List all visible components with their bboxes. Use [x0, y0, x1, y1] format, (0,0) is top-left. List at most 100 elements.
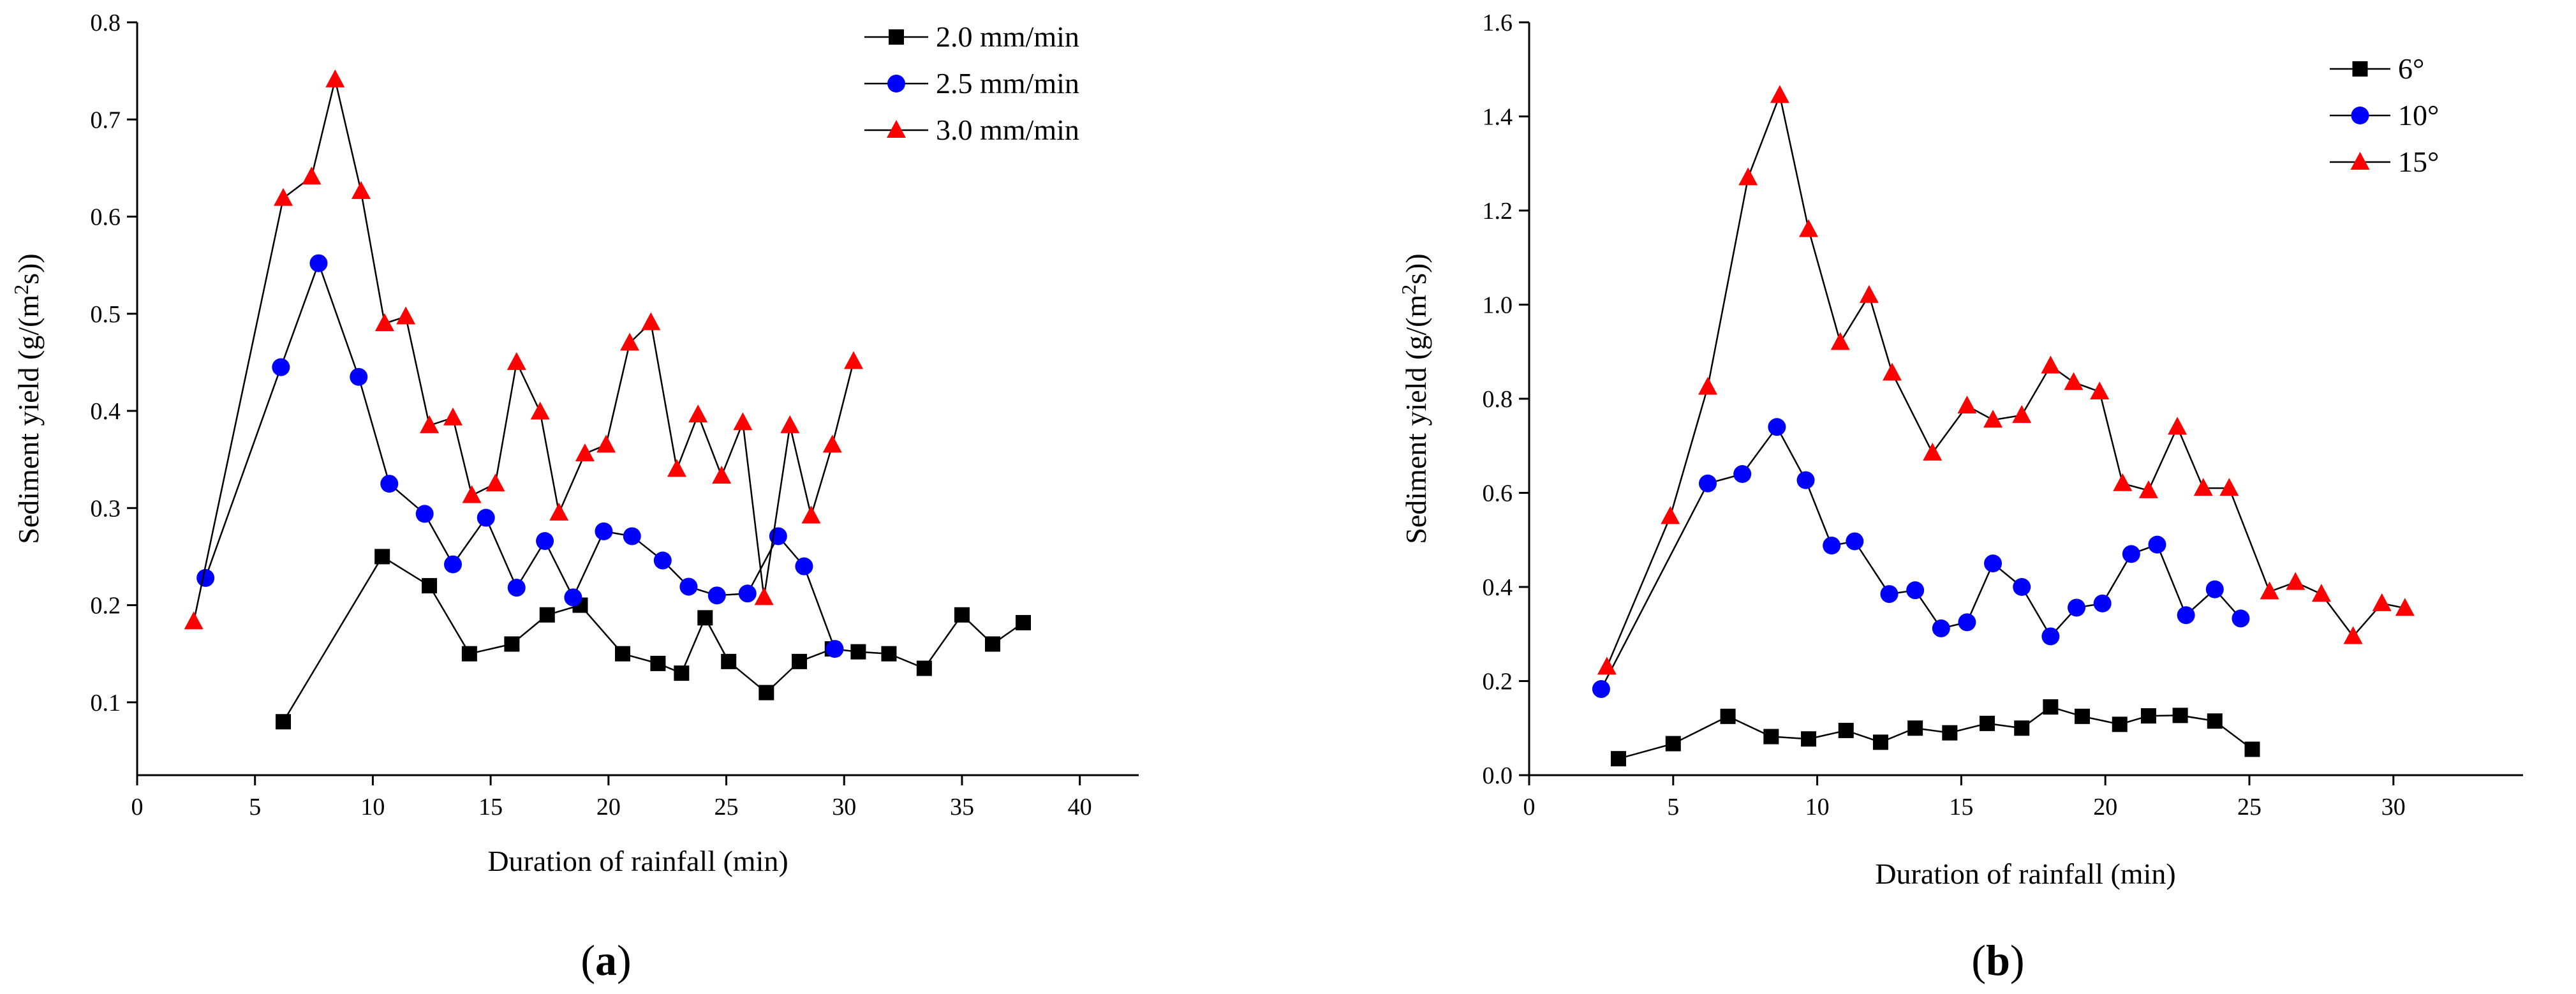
data-point	[461, 646, 477, 662]
data-point	[653, 551, 672, 570]
data-point	[2286, 572, 2306, 590]
data-point	[2122, 545, 2140, 563]
data-point	[759, 685, 774, 701]
data-point	[549, 502, 569, 521]
x-tick-label: 15	[478, 794, 503, 820]
x-tick-label: 40	[1068, 794, 1092, 820]
data-point	[1592, 680, 1610, 699]
data-point	[539, 607, 555, 623]
data-point	[1942, 725, 1958, 741]
data-point	[1957, 396, 1977, 414]
data-point	[1932, 619, 1950, 637]
data-point	[780, 415, 800, 433]
data-point	[754, 587, 774, 605]
series-circle	[1592, 418, 2250, 699]
y-tick-label: 0.3	[91, 495, 121, 522]
data-point	[196, 568, 215, 587]
data-point	[2193, 478, 2213, 496]
chart-panel-b: 0 5 10 15 20 25 30 0.0 0.2 0.4 0.6 0.8 1.0 1.2 1.4 1.6…	[1397, 10, 2523, 984]
data-point	[530, 401, 550, 420]
legend-marker	[889, 29, 904, 45]
data-point	[712, 466, 732, 484]
data-point	[688, 404, 708, 423]
data-point	[1763, 729, 1779, 745]
data-point	[1923, 442, 1943, 461]
y-axis-title-suffix: s))	[1400, 253, 1432, 285]
data-point	[309, 254, 328, 272]
y-tick-label: 0.6	[1483, 480, 1513, 507]
data-point	[1720, 708, 1736, 724]
data-point	[351, 181, 371, 199]
data-point	[1799, 219, 1819, 237]
y-tick-label: 0.1	[91, 690, 121, 716]
data-point	[825, 640, 844, 658]
y-axis-title-prefix: Sediment yield (g/(m	[12, 295, 45, 544]
data-point	[415, 505, 434, 523]
legend-label: 3.0 mm/min	[936, 114, 1079, 146]
data-point	[380, 475, 399, 493]
x-tick-label: 20	[596, 794, 621, 820]
x-axis-title: Duration of rainfall (min)	[1875, 857, 2175, 890]
data-point	[2064, 372, 2084, 390]
data-point	[733, 412, 753, 431]
data-point	[1597, 656, 1617, 675]
data-point	[2148, 535, 2166, 554]
y-tick-label: 0.2	[91, 593, 121, 619]
data-point	[596, 434, 616, 453]
data-point	[2260, 581, 2279, 600]
series-circle	[196, 254, 844, 658]
data-point	[422, 578, 438, 594]
data-point	[507, 352, 526, 370]
y-tick-label: 1.0	[1483, 292, 1513, 319]
data-point	[1907, 720, 1923, 736]
y-tick-label: 0.8	[1483, 386, 1513, 413]
data-point	[707, 586, 726, 605]
legend-label: 6°	[2398, 52, 2424, 85]
data-point	[1770, 85, 1789, 103]
chart-panel-a: 0 5 10 15 20 25 30 35 40 0.10.20.30.40.50.60.70.…	[10, 10, 1139, 984]
x-tick-label: 30	[832, 794, 856, 820]
y-tick-label: 1.6	[1483, 10, 1513, 36]
legend-label: 2.5 mm/min	[936, 67, 1079, 100]
data-point	[2207, 713, 2223, 729]
y-tick-label: 0.4	[91, 398, 121, 425]
data-point	[504, 636, 520, 652]
data-point	[274, 188, 293, 206]
series-triangle	[1597, 85, 2415, 675]
y-axis-title-superscript: 2	[10, 285, 33, 295]
data-point	[2012, 404, 2032, 423]
data-point	[2068, 598, 2086, 617]
legend-label: 10°	[2398, 99, 2439, 131]
data-point	[822, 434, 842, 453]
data-point	[485, 473, 505, 492]
data-point	[1984, 554, 2002, 573]
y-tick-label: 0.0	[1483, 762, 1513, 789]
y-tick-label: 0.6	[91, 204, 121, 231]
data-point	[2372, 593, 2392, 611]
legend-item: 2.0 mm/min	[864, 20, 1079, 53]
data-point	[1823, 537, 1841, 555]
data-point	[420, 415, 440, 433]
data-point	[2112, 716, 2128, 732]
y-axis-title-superscript: 2	[1397, 285, 1420, 295]
x-ticks: 0 5 10 15 20 25 30	[1523, 775, 2406, 820]
data-point	[1698, 376, 1717, 395]
data-point	[620, 332, 640, 351]
data-point	[2041, 355, 2061, 374]
data-point	[1838, 722, 1854, 738]
data-point	[641, 312, 661, 330]
data-point	[667, 459, 686, 477]
panel-label-a: (a)	[581, 936, 631, 984]
x-tick-label: 10	[360, 794, 385, 820]
data-point	[2395, 598, 2415, 616]
x-tick-label: 25	[2237, 794, 2261, 820]
series-square	[276, 549, 1031, 730]
data-point	[984, 636, 1000, 652]
x-tick-label: 5	[249, 794, 261, 820]
y-ticks: 0.0 0.2 0.4 0.6 0.8 1.0 1.2 1.4 1.6	[1483, 10, 1529, 789]
data-point	[1980, 715, 1995, 731]
x-tick-label: 0	[1523, 794, 1536, 820]
data-point	[272, 358, 290, 376]
data-point	[2205, 580, 2224, 598]
data-point	[697, 610, 713, 626]
